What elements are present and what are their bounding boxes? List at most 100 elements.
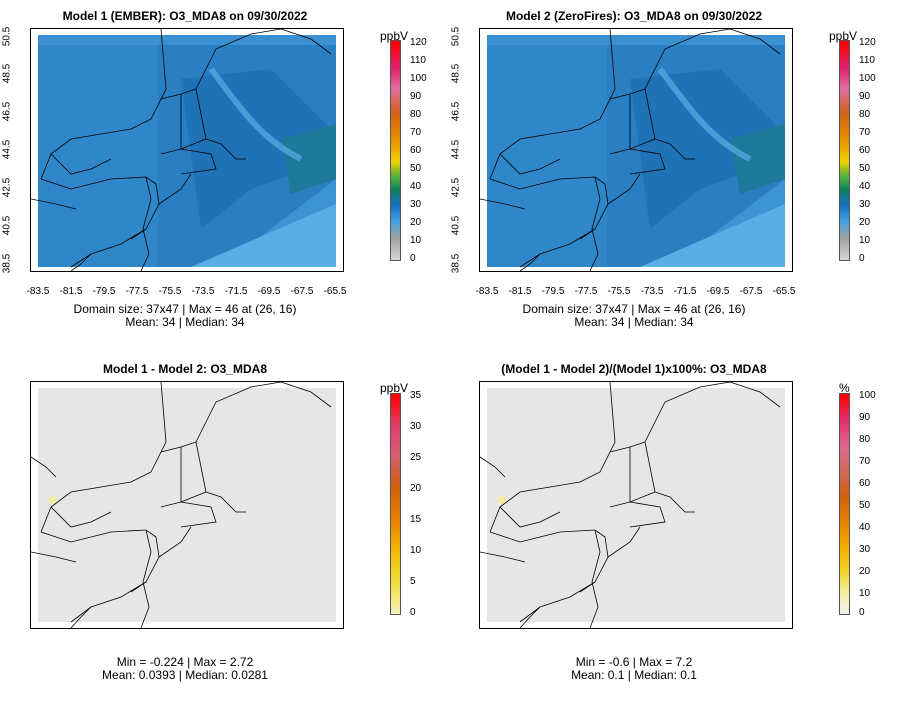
lon-tick: -79.5 <box>92 286 116 297</box>
colorbar-tick: 30 <box>859 199 871 210</box>
lon-tick: -77.5 <box>125 286 149 297</box>
colorbar-tick: 90 <box>410 91 422 102</box>
lon-tick: -71.5 <box>673 286 697 297</box>
colorbar-tick: 20 <box>410 483 422 494</box>
field-hotspot <box>498 496 506 504</box>
lat-tick: 46.5 <box>1 101 13 122</box>
field-max-region <box>281 124 336 194</box>
percent-difference-field-map <box>480 382 785 628</box>
colorbar-tick: 10 <box>410 235 422 246</box>
colorbar-tick: 30 <box>859 544 871 555</box>
field-ridge <box>208 67 303 162</box>
stats-block: Min = -0.224 | Max = 2.72 Mean: 0.0393 |… <box>0 656 385 682</box>
lon-tick: -77.5 <box>574 286 598 297</box>
lon-tick: -83.5 <box>475 286 499 297</box>
colorbar-tick: 40 <box>859 181 871 192</box>
colorbar-tick: 0 <box>859 607 865 618</box>
colorbar-unit: ppbV <box>380 29 409 43</box>
panel-title: Model 2 (ZeroFires): O3_MDA8 on 09/30/20… <box>505 9 763 23</box>
lat-tick: 48.5 <box>1 63 13 84</box>
coastlines-borders <box>31 382 332 628</box>
colorbar-tick: 40 <box>859 522 871 533</box>
panel-title: (Model 1 - Model 2)/(Model 1)x100%: O3_M… <box>501 362 767 376</box>
colorbar-tick: 25 <box>410 452 422 463</box>
lat-tick: 42.5 <box>450 177 462 198</box>
lon-tick: -67.5 <box>739 286 763 297</box>
coastlines-borders <box>31 29 332 271</box>
colorbar-unit: ppbV <box>829 29 858 43</box>
colorbar-tick: 110 <box>859 55 875 66</box>
lon-tick: -69.5 <box>257 286 281 297</box>
stats-block: Domain size: 37x47 | Max = 46 at (26, 16… <box>0 303 385 329</box>
field-west <box>487 35 607 267</box>
lon-tick: -75.5 <box>158 286 182 297</box>
colorbar-tick: 120 <box>410 37 427 48</box>
lon-tick: -71.5 <box>224 286 248 297</box>
field-base <box>38 388 336 622</box>
lat-tick: 40.5 <box>450 215 462 236</box>
colorbar-tick: 30 <box>410 199 422 210</box>
colorbar-tick: 100 <box>410 73 427 84</box>
colorbar-tick: 80 <box>859 434 871 445</box>
colorbar <box>839 40 850 261</box>
lon-tick: -67.5 <box>290 286 314 297</box>
map-plot <box>479 381 793 629</box>
lon-tick: -69.5 <box>706 286 730 297</box>
panel-title: Model 1 - Model 2: O3_MDA8 <box>102 362 268 376</box>
map-plot <box>30 381 344 629</box>
colorbar-tick: 60 <box>410 145 422 156</box>
colorbar-tick: 20 <box>859 566 871 577</box>
colorbar-tick: 80 <box>410 109 422 120</box>
lon-tick: -65.5 <box>772 286 796 297</box>
colorbar-tick: 100 <box>859 390 876 401</box>
ozone-field-map <box>31 29 336 271</box>
colorbar-tick: 70 <box>859 456 871 467</box>
lat-tick: 44.5 <box>450 139 462 160</box>
field-west <box>38 35 158 267</box>
lat-tick: 44.5 <box>1 139 13 160</box>
colorbar-tick: 70 <box>859 127 871 138</box>
colorbar-tick: 0 <box>410 253 416 264</box>
lon-tick: -73.5 <box>640 286 664 297</box>
ozone-field-map <box>480 29 785 271</box>
lat-tick: 48.5 <box>450 63 462 84</box>
lon-tick: -81.5 <box>59 286 83 297</box>
colorbar-tick: 0 <box>859 253 865 264</box>
colorbar <box>390 393 401 615</box>
field-north-strip <box>38 35 336 45</box>
colorbar-tick: 80 <box>859 109 871 120</box>
field-north-strip <box>487 35 785 45</box>
colorbar-tick: 5 <box>410 576 416 587</box>
colorbar-tick: 50 <box>859 500 871 511</box>
lon-tick: -65.5 <box>323 286 347 297</box>
field-ridge <box>657 67 752 162</box>
stats-line-2: Mean: 0.0393 | Median: 0.0281 <box>102 668 268 682</box>
lon-tick: -79.5 <box>541 286 565 297</box>
stats-block: Domain size: 37x47 | Max = 46 at (26, 16… <box>434 303 834 329</box>
field-hotspot <box>49 496 57 504</box>
field-dark-core <box>181 69 336 229</box>
colorbar-tick: 20 <box>410 217 422 228</box>
field-max-region <box>730 124 785 194</box>
field-base <box>487 388 785 622</box>
stats-line-2: Mean: 34 | Median: 34 <box>125 315 245 329</box>
colorbar-tick: 50 <box>859 163 871 174</box>
colorbar-tick: 100 <box>859 73 876 84</box>
colorbar-tick: 110 <box>410 55 426 66</box>
stats-line-2: Mean: 34 | Median: 34 <box>574 315 694 329</box>
stats-block: Min = -0.6 | Max = 7.2 Mean: 0.1 | Media… <box>434 656 834 682</box>
coastlines-borders <box>480 382 781 628</box>
field-dark-core <box>630 69 785 229</box>
lat-tick: 38.5 <box>450 253 462 274</box>
field-light-band <box>191 204 336 267</box>
stats-line-1: Domain size: 37x47 | Max = 46 at (26, 16… <box>73 302 297 316</box>
colorbar-tick: 15 <box>410 514 422 525</box>
colorbar-unit: % <box>839 381 850 395</box>
colorbar-tick: 35 <box>410 390 422 401</box>
colorbar-tick: 120 <box>859 37 876 48</box>
colorbar-tick: 60 <box>859 145 871 156</box>
stats-line-2: Mean: 0.1 | Median: 0.1 <box>571 668 697 682</box>
lon-tick: -83.5 <box>26 286 50 297</box>
colorbar-tick: 50 <box>410 163 422 174</box>
colorbar-tick: 0 <box>410 607 416 618</box>
